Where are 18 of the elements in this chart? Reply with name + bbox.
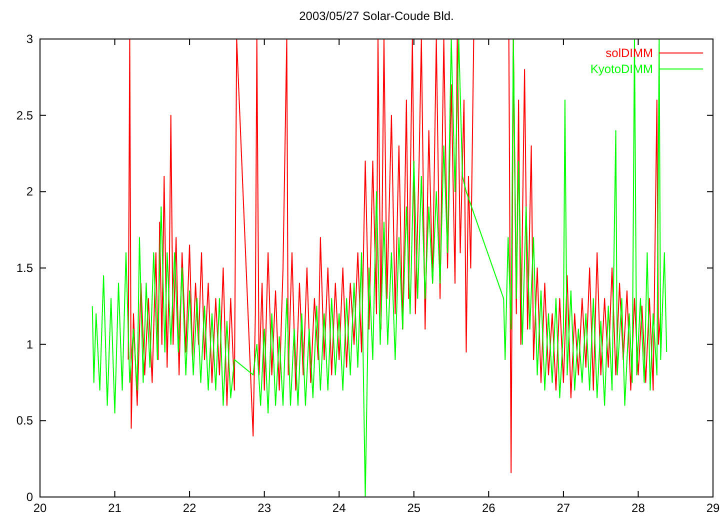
y-tick-label: 2 [26, 184, 34, 199]
y-tick-label: 0 [26, 490, 34, 504]
y-tick-label: 1 [26, 337, 34, 352]
x-tick-label: 27 [556, 501, 570, 515]
x-tick-label: 20 [33, 501, 47, 515]
y-tick-label: 3 [26, 32, 34, 46]
x-tick-label: 25 [407, 501, 421, 515]
x-tick-label: 21 [108, 501, 122, 515]
x-tick-label: 23 [258, 501, 272, 515]
y-tick-label: 2.5 [16, 108, 34, 122]
y-tick-label: 0.5 [16, 414, 34, 428]
x-tick-label: 28 [632, 501, 646, 515]
x-tick-label: 24 [332, 501, 346, 515]
x-tick-label: 26 [482, 501, 496, 515]
chart-title: 2003/05/27 Solar-Coude Bld. [299, 9, 454, 23]
x-tick-label: 29 [706, 501, 720, 515]
x-tick-label: 22 [182, 501, 197, 515]
y-tick-label: 1.5 [16, 261, 34, 275]
